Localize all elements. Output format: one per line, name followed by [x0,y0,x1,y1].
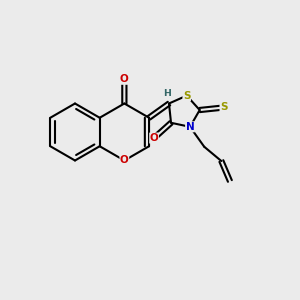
Text: S: S [183,91,190,100]
Text: S: S [220,103,227,112]
Text: O: O [150,133,158,143]
Text: H: H [164,88,171,98]
Text: O: O [120,155,129,166]
Text: N: N [186,122,194,132]
Text: O: O [120,74,129,84]
